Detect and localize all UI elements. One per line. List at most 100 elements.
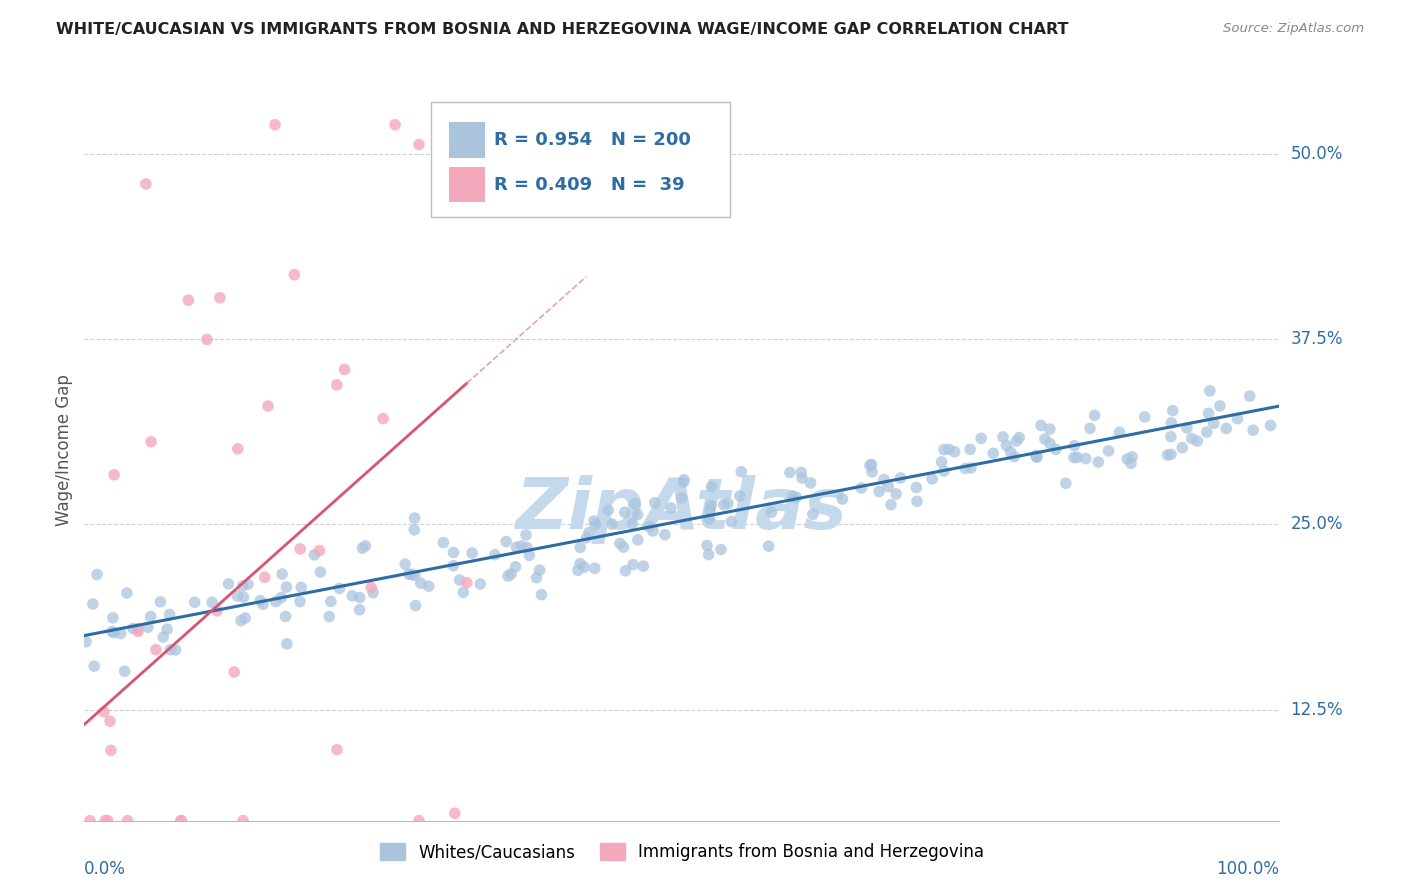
Point bbox=[257, 399, 280, 413]
Point bbox=[569, 541, 592, 555]
Point bbox=[232, 814, 254, 828]
Point bbox=[505, 559, 527, 574]
Point bbox=[495, 534, 517, 549]
Point bbox=[641, 524, 664, 538]
Point bbox=[159, 642, 181, 657]
Point bbox=[1160, 416, 1182, 430]
Point bbox=[264, 594, 287, 608]
Point bbox=[730, 465, 752, 479]
Point bbox=[880, 498, 903, 512]
Point bbox=[75, 634, 97, 648]
Point bbox=[1002, 450, 1025, 464]
Point bbox=[1199, 384, 1222, 398]
Point bbox=[398, 567, 420, 582]
Text: R = 0.409   N =  39: R = 0.409 N = 39 bbox=[495, 176, 685, 194]
Point bbox=[145, 642, 167, 657]
Point bbox=[283, 268, 305, 282]
Point bbox=[621, 517, 644, 532]
Point bbox=[479, 161, 502, 176]
Point bbox=[779, 466, 801, 480]
Point bbox=[1045, 442, 1067, 457]
Point bbox=[236, 577, 259, 591]
Point bbox=[785, 491, 807, 505]
Point bbox=[519, 549, 541, 563]
Point bbox=[201, 595, 224, 609]
Point bbox=[441, 558, 464, 573]
Text: R = 0.954   N = 200: R = 0.954 N = 200 bbox=[495, 131, 692, 149]
Point bbox=[249, 593, 271, 607]
Point bbox=[340, 589, 363, 603]
Point bbox=[1074, 451, 1097, 466]
Point bbox=[905, 494, 928, 508]
Point bbox=[79, 814, 101, 828]
Point bbox=[288, 594, 311, 608]
Point bbox=[700, 499, 723, 513]
Point bbox=[443, 545, 465, 559]
Point bbox=[101, 611, 124, 625]
Point bbox=[110, 626, 132, 640]
Point bbox=[654, 527, 676, 541]
Point bbox=[86, 567, 108, 582]
Point bbox=[1097, 443, 1119, 458]
Point bbox=[432, 118, 454, 132]
FancyBboxPatch shape bbox=[449, 167, 485, 202]
Point bbox=[274, 609, 297, 624]
Point bbox=[253, 570, 276, 584]
Point bbox=[1066, 450, 1088, 465]
Point bbox=[496, 569, 519, 583]
Point bbox=[637, 519, 659, 533]
Point bbox=[1000, 445, 1022, 459]
Point bbox=[205, 604, 228, 618]
Legend: Whites/Caucasians, Immigrants from Bosnia and Herzegovina: Whites/Caucasians, Immigrants from Bosni… bbox=[373, 837, 991, 868]
Point bbox=[1160, 447, 1182, 461]
Point bbox=[801, 508, 824, 522]
FancyBboxPatch shape bbox=[449, 122, 485, 158]
Point bbox=[1195, 425, 1218, 439]
Text: ZipAtlas: ZipAtlas bbox=[516, 475, 848, 544]
Point bbox=[352, 541, 374, 556]
Y-axis label: Wage/Income Gap: Wage/Income Gap bbox=[55, 375, 73, 526]
Point bbox=[790, 466, 813, 480]
Point bbox=[404, 523, 426, 537]
Point bbox=[170, 814, 193, 828]
Point bbox=[569, 557, 592, 571]
Point bbox=[93, 705, 115, 719]
Point bbox=[575, 531, 598, 545]
Point bbox=[333, 362, 356, 376]
Point bbox=[1039, 422, 1062, 436]
Point bbox=[82, 597, 104, 611]
Point bbox=[394, 557, 416, 571]
Point bbox=[1260, 418, 1282, 433]
Point bbox=[1161, 403, 1184, 417]
FancyBboxPatch shape bbox=[432, 103, 730, 218]
Point bbox=[583, 561, 606, 575]
Point bbox=[1116, 452, 1139, 467]
Point bbox=[97, 814, 120, 828]
Point bbox=[860, 465, 883, 479]
Point bbox=[782, 489, 804, 503]
Point bbox=[889, 471, 911, 485]
Point bbox=[1025, 450, 1047, 464]
Point bbox=[696, 538, 718, 552]
Point bbox=[1175, 421, 1198, 435]
Point bbox=[851, 481, 873, 495]
Point bbox=[127, 624, 149, 639]
Point bbox=[938, 442, 960, 457]
Point bbox=[122, 622, 145, 636]
Point bbox=[943, 444, 966, 458]
Point bbox=[308, 543, 330, 558]
Text: 37.5%: 37.5% bbox=[1291, 330, 1343, 349]
Point bbox=[1084, 409, 1107, 423]
Point bbox=[170, 814, 193, 828]
Point bbox=[1198, 406, 1220, 420]
Point bbox=[1156, 448, 1178, 462]
Point bbox=[582, 514, 605, 528]
Point bbox=[621, 558, 644, 572]
Point bbox=[1226, 411, 1249, 425]
Point bbox=[1063, 450, 1085, 465]
Point bbox=[401, 567, 423, 582]
Point bbox=[790, 471, 813, 485]
Point bbox=[529, 563, 551, 577]
Point bbox=[959, 442, 981, 457]
Point bbox=[159, 607, 181, 622]
